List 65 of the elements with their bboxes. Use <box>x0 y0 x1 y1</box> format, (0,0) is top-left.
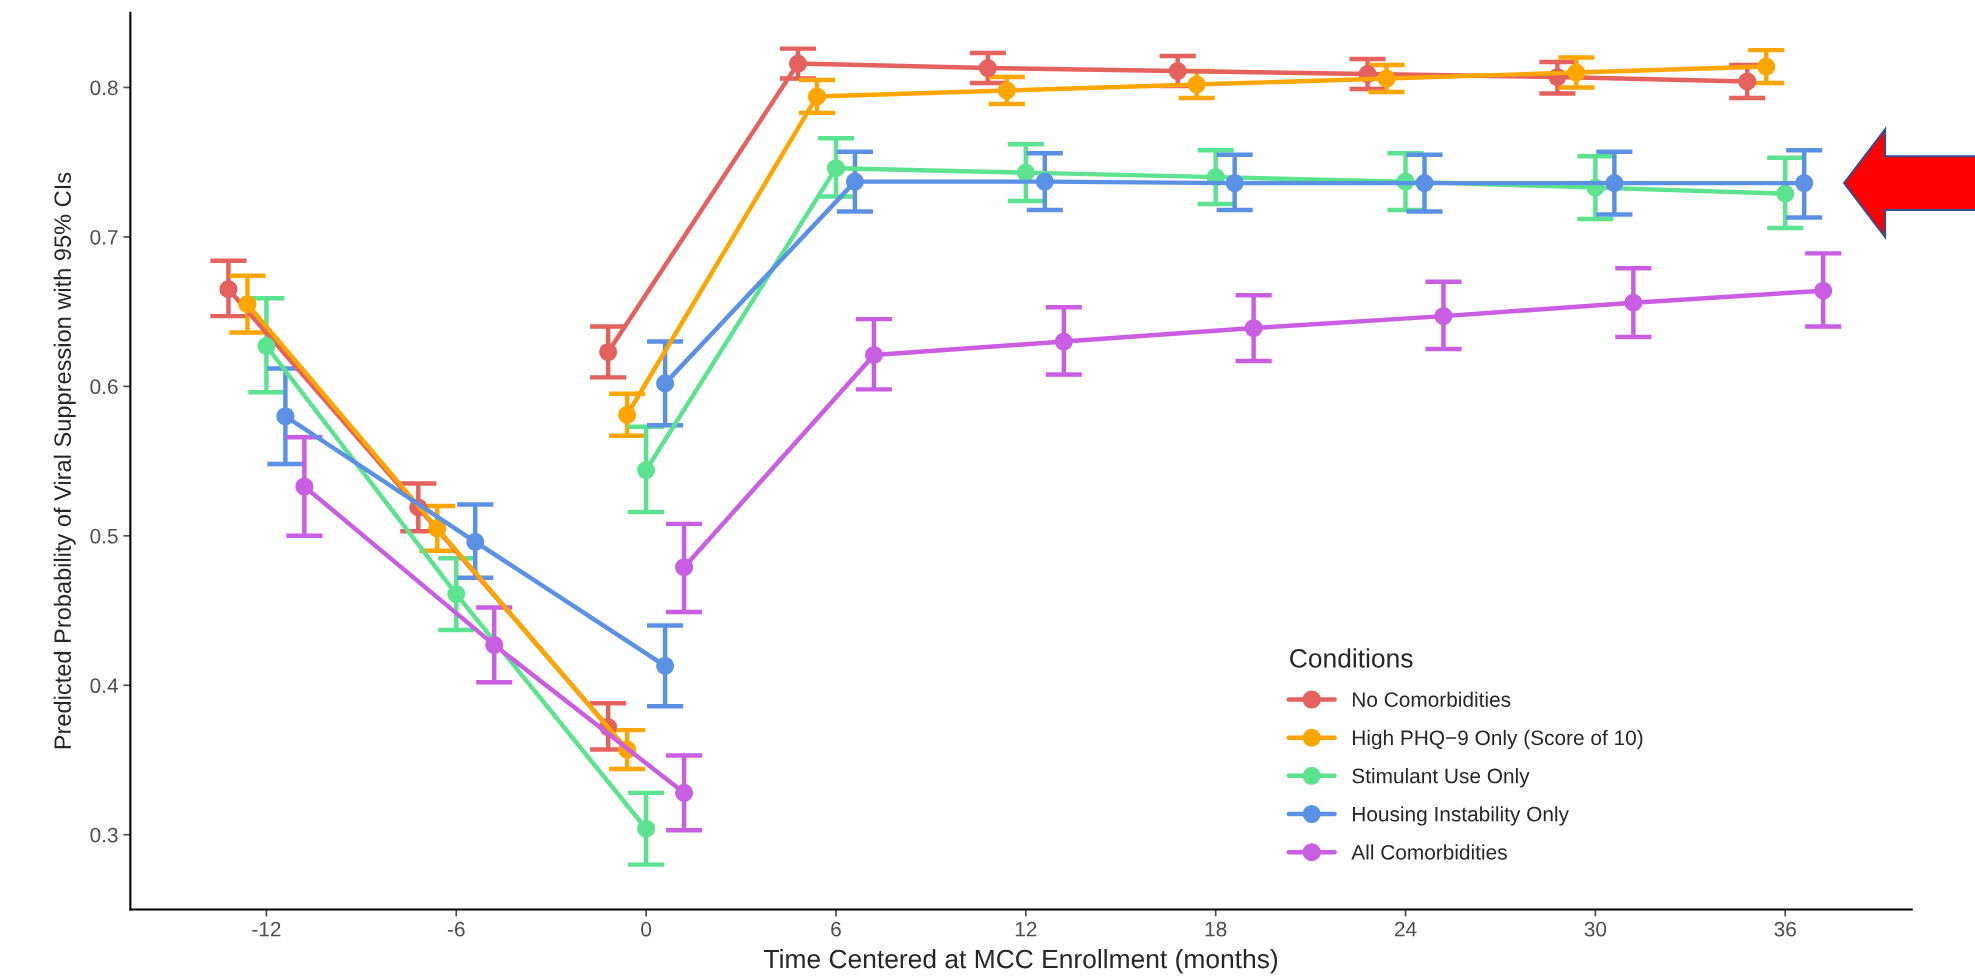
x-tick-label: 6 <box>831 921 841 937</box>
point <box>428 519 447 538</box>
point <box>1377 69 1396 88</box>
point <box>656 656 675 675</box>
legend-label: All Comorbidities <box>1351 844 1507 860</box>
point <box>1054 332 1073 351</box>
point <box>656 374 675 393</box>
point <box>978 59 997 78</box>
point <box>826 159 845 178</box>
point <box>1434 307 1453 326</box>
point <box>599 342 618 362</box>
point <box>637 461 656 480</box>
point <box>1738 72 1757 91</box>
legend-title: Conditions <box>1290 648 1413 668</box>
point <box>1795 174 1814 193</box>
x-tick-label: 0 <box>641 921 652 937</box>
point <box>1567 63 1586 82</box>
point <box>1016 163 1035 182</box>
point <box>1244 319 1263 338</box>
point <box>1814 281 1833 300</box>
y-tick-label: 0.7 <box>90 229 118 245</box>
point <box>257 336 276 356</box>
point <box>447 585 466 604</box>
y-tick-label: 0.6 <box>90 379 118 395</box>
x-tick-label: 18 <box>1205 921 1227 937</box>
x-tick-label: 24 <box>1394 921 1417 937</box>
point <box>637 819 656 838</box>
x-tick-label: 12 <box>1015 921 1037 937</box>
point <box>1757 57 1776 76</box>
legend-label: Stimulant Use Only <box>1352 768 1530 788</box>
y-tick-label: 0.8 <box>90 80 118 96</box>
point <box>997 81 1016 100</box>
legend-label: No Comorbidities <box>1353 691 1511 707</box>
legend-label: High PHQ−9 Only (Score of 10) <box>1353 729 1643 750</box>
point <box>1168 61 1187 81</box>
x-tick-label: 36 <box>1774 921 1796 937</box>
y-axis-title: Predicted Probability of Viral Suppression with 95% CIs <box>53 172 76 749</box>
x-tick-label: -6 <box>447 921 465 937</box>
point <box>1624 293 1643 312</box>
legend-label: Housing Instability Only <box>1353 806 1569 826</box>
point <box>485 635 504 654</box>
y-tick-label: 0.4 <box>90 678 118 694</box>
x-tick-label: 30 <box>1584 921 1607 937</box>
y-tick-label: 0.5 <box>90 528 118 544</box>
point <box>276 407 295 426</box>
point <box>618 405 637 424</box>
y-tick-label: 0.3 <box>90 827 118 843</box>
point <box>864 345 883 365</box>
point <box>1035 172 1054 191</box>
point <box>295 477 314 496</box>
point <box>845 172 864 191</box>
point <box>788 54 808 73</box>
x-axis-title: Time Centered at MCC Enrollment (months) <box>764 949 1278 974</box>
point <box>807 87 827 106</box>
point <box>1776 184 1795 203</box>
point <box>219 280 238 299</box>
point <box>466 532 485 551</box>
x-tick-label: -12 <box>252 921 281 937</box>
point <box>1605 174 1624 193</box>
point <box>238 295 257 314</box>
point <box>675 783 694 802</box>
point <box>1225 174 1244 193</box>
point <box>675 558 694 577</box>
point <box>1415 174 1434 193</box>
point <box>1187 75 1206 94</box>
